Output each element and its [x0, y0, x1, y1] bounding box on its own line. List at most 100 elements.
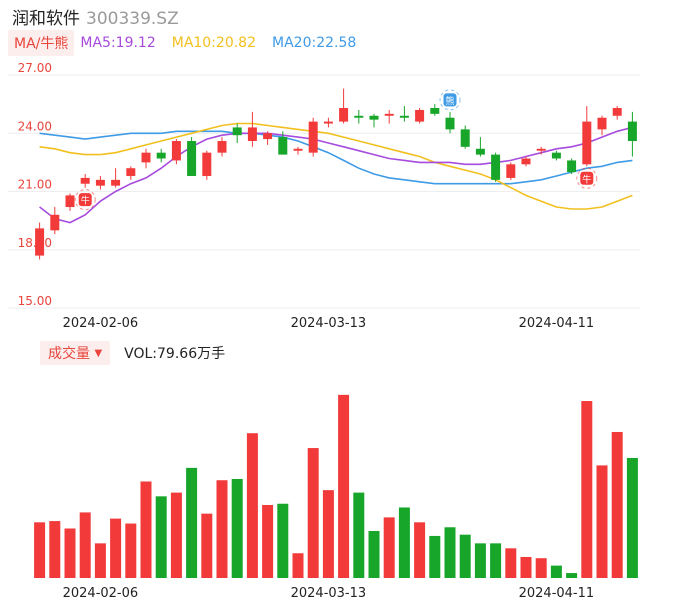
volume-bar	[353, 492, 365, 578]
candle-body	[35, 228, 45, 256]
candle-body	[491, 154, 501, 180]
marker-glyph: 熊	[445, 95, 454, 107]
ma20-label: MA20:22.58	[272, 35, 357, 51]
candle	[430, 104, 440, 116]
candle-body	[111, 179, 121, 186]
volume-bar	[277, 503, 289, 578]
candle	[217, 137, 227, 157]
candle-body	[65, 195, 75, 208]
candle-body	[293, 148, 303, 151]
bull-marker-icon: 牛	[576, 167, 598, 189]
candle	[445, 111, 455, 134]
marker-glyph: 牛	[582, 173, 591, 185]
candle-body	[521, 158, 531, 165]
volume-indicator-tag[interactable]: 成交量 ▼	[40, 341, 111, 365]
candle	[612, 106, 622, 120]
volume-bar	[79, 512, 91, 578]
volume-bar	[201, 513, 213, 578]
candle	[263, 131, 273, 145]
volume-bar	[596, 465, 608, 578]
volume-legend: 成交量 ▼ VOL:79.66万手	[40, 341, 225, 365]
candle-body	[217, 141, 227, 153]
candle	[141, 148, 151, 169]
volume-bar	[474, 543, 486, 578]
marker-badge	[580, 171, 594, 185]
candle-body	[597, 117, 607, 130]
volume-bar	[626, 457, 638, 578]
bear-marker-icon: 熊	[439, 89, 461, 111]
ma-legend: MA/牛熊 MA5:19.12 MA10:20.82 MA20:22.58	[8, 30, 372, 56]
candle	[460, 125, 470, 149]
candle-body	[399, 115, 409, 118]
candle	[202, 150, 212, 180]
candle-body	[445, 117, 455, 130]
candle	[247, 111, 257, 147]
candle	[293, 146, 303, 155]
volume-bar	[170, 492, 182, 578]
candle	[323, 117, 333, 128]
candle-body	[263, 133, 273, 140]
volume-bar	[520, 556, 532, 578]
candle-body	[247, 127, 257, 142]
candle-body	[278, 137, 288, 155]
volume-value: VOL:79.66万手	[124, 346, 226, 362]
candle-body	[415, 109, 425, 122]
price-tick-label: 27.00	[18, 61, 52, 75]
candle	[582, 106, 592, 167]
candle	[399, 106, 409, 122]
candle	[627, 111, 637, 157]
volume-bar	[429, 535, 441, 578]
volume-bar	[398, 507, 410, 578]
candle	[506, 162, 516, 180]
volume-bar	[581, 401, 593, 578]
ma-indicator-tag[interactable]: MA/牛熊	[8, 30, 75, 56]
stock-code: 300339.SZ	[86, 9, 179, 29]
volume-bar	[505, 548, 517, 578]
candle-body	[612, 108, 622, 116]
candle-body	[323, 121, 333, 124]
candle	[171, 139, 181, 165]
volume-bar	[231, 479, 243, 578]
volume-bar	[216, 480, 228, 578]
marker-badge	[78, 193, 92, 207]
candle-body	[187, 141, 197, 176]
price-tick-label: 21.00	[18, 178, 52, 192]
volume-bar	[186, 467, 198, 578]
volume-bar	[535, 558, 547, 578]
ma5-label: MA5:19.12	[80, 35, 156, 51]
candle	[187, 137, 197, 176]
candle-body	[232, 127, 242, 136]
candle-body	[50, 214, 60, 231]
ma10-label: MA10:20.82	[171, 35, 257, 51]
candle-body	[156, 152, 166, 159]
candle-body	[551, 152, 561, 159]
marker-ring	[74, 189, 96, 211]
candle	[80, 174, 90, 188]
candle	[369, 113, 379, 128]
candle-body	[308, 121, 318, 153]
volume-bar	[94, 543, 106, 578]
candle	[156, 148, 166, 163]
volume-date-tick-label: 2024-02-06	[63, 586, 139, 601]
bull-marker-icon: 牛	[74, 189, 96, 211]
volume-bar	[246, 433, 258, 578]
ma20-line	[39, 130, 633, 185]
price-tick-label: 15.00	[18, 294, 52, 308]
volume-date-tick-label: 2024-03-13	[291, 586, 367, 601]
volume-bar	[322, 490, 334, 578]
ma10-line	[39, 122, 633, 210]
volume-bar	[49, 521, 61, 578]
candle	[354, 109, 364, 124]
volume-bar	[490, 543, 502, 578]
candle-body	[506, 164, 516, 178]
volume-bar	[383, 517, 395, 578]
candle	[50, 207, 60, 235]
candle-body	[384, 113, 394, 116]
volume-bar	[125, 523, 137, 578]
candle-body	[567, 160, 577, 173]
candle	[597, 115, 607, 136]
candle-body	[475, 148, 485, 155]
candle-body	[339, 108, 349, 122]
candle-body	[126, 168, 136, 176]
